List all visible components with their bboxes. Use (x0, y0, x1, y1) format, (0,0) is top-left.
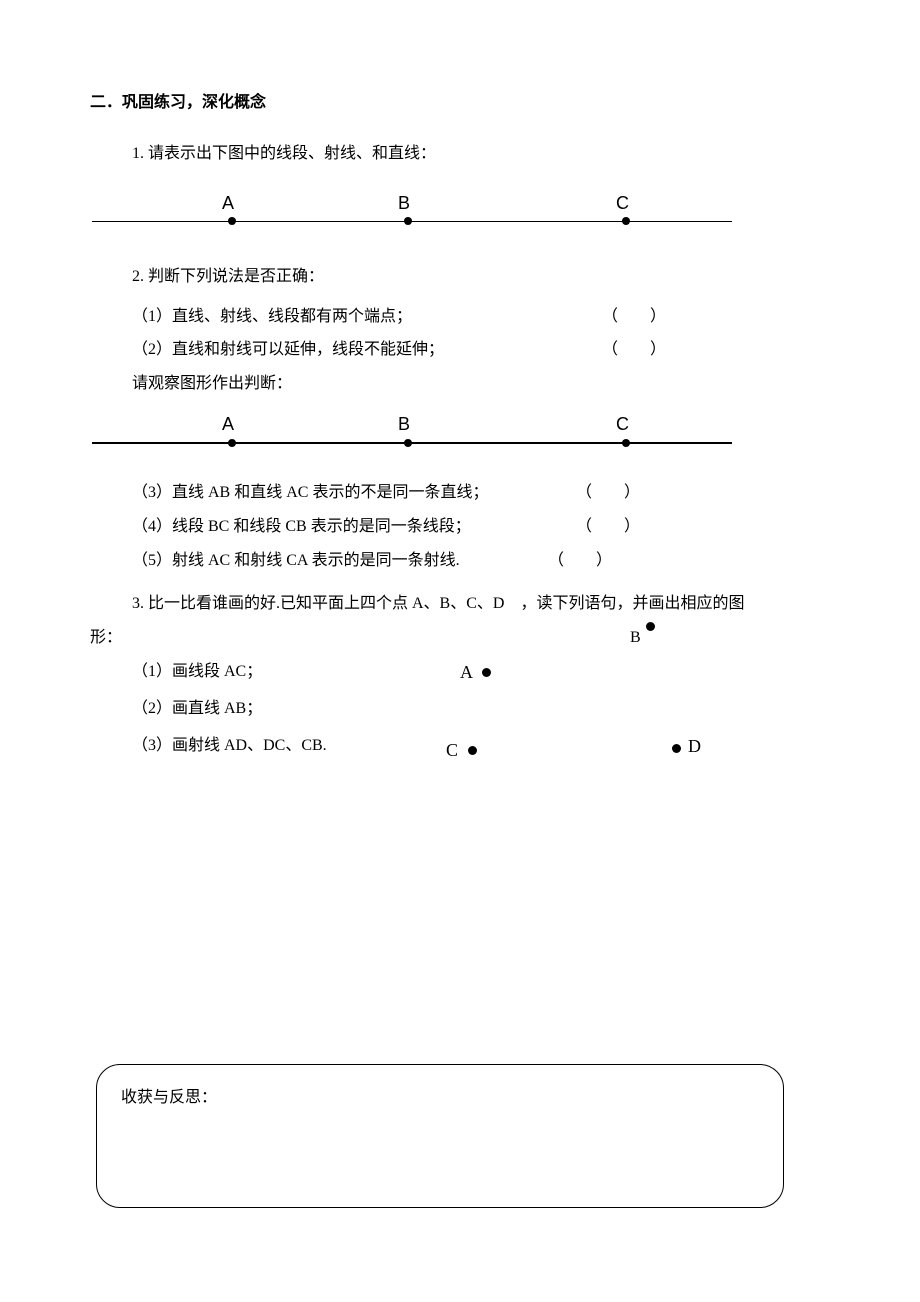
q3-lbl-d: D (688, 736, 701, 757)
q2-observe: 请观察图形作出判断： (132, 367, 830, 401)
q3-lbl-a: A (460, 662, 473, 683)
reflection-label: 收获与反思： (121, 1089, 217, 1106)
q3-pt-b (646, 622, 655, 631)
q2-pt-b (404, 439, 412, 447)
q1-pt-c (622, 217, 630, 225)
q1-lbl-c: C (616, 193, 629, 214)
q2-item-5: （5）射线 AC 和射线 CA 表示的是同一条射线. （ ） (132, 544, 830, 578)
reflection-box: 收获与反思： (96, 1064, 784, 1208)
q2-pt-a (228, 439, 236, 447)
paren: （ ） (548, 544, 612, 578)
q2-lbl-c: C (616, 414, 629, 435)
q2-item-1: （1）直线、射线、线段都有两个端点； （ ） (132, 300, 830, 334)
paren: （ ） (576, 510, 640, 544)
q2-item-2-text: （2）直线和射线可以延伸，线段不能延伸； (132, 333, 602, 367)
q2-lbl-b: B (398, 414, 410, 435)
q2-item-2: （2）直线和射线可以延伸，线段不能延伸； （ ） (132, 333, 830, 367)
q2-pt-c (622, 439, 630, 447)
paren: （ ） (602, 300, 666, 334)
q2-item-4-text: （4）线段 BC 和线段 CB 表示的是同一条线段； (132, 510, 576, 544)
q1-lbl-a: A (222, 193, 234, 214)
q1-diagram: A B C (92, 197, 732, 245)
paren: （ ） (602, 333, 666, 367)
q2-intro: 2. 判断下列说法是否正确： (132, 263, 830, 292)
q3-lbl-c: C (446, 740, 458, 761)
q2-lbl-a: A (222, 414, 234, 435)
q2-item-3-text: （3）直线 AB 和直线 AC 表示的不是同一条直线； (132, 476, 576, 510)
q2-item-4: （4）线段 BC 和线段 CB 表示的是同一条线段； （ ） (132, 510, 830, 544)
q1-pt-a (228, 217, 236, 225)
q3-pt-d (672, 744, 681, 753)
q2-item-5-text: （5）射线 AC 和射线 CA 表示的是同一条射线. (132, 544, 548, 578)
q3-pt-c (468, 746, 477, 755)
q2-diagram: A B C (92, 418, 732, 466)
section-title: 二．巩固练习，深化概念 (90, 88, 830, 112)
q1-line (92, 221, 732, 223)
q2-item-3: （3）直线 AB 和直线 AC 表示的不是同一条直线； （ ） (132, 476, 830, 510)
paren: （ ） (576, 476, 640, 510)
q1-text: 1. 请表示出下图中的线段、射线、和直线： (132, 140, 830, 169)
q2-line (92, 442, 732, 444)
q2-item-1-text: （1）直线、射线、线段都有两个端点； (132, 300, 602, 334)
q1-pt-b (404, 217, 412, 225)
q3-pt-a (482, 668, 491, 677)
q1-lbl-b: B (398, 193, 410, 214)
q3-points-diagram: A C D (420, 596, 720, 766)
